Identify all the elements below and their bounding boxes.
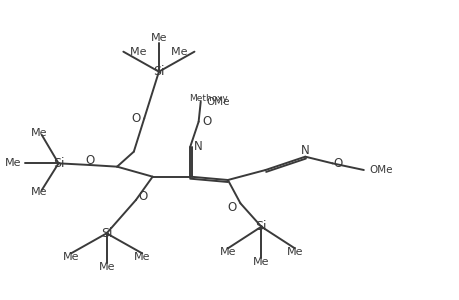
Text: Me: Me	[286, 247, 302, 257]
Text: Si: Si	[101, 227, 112, 240]
Text: OMe: OMe	[206, 97, 230, 107]
Text: Me: Me	[123, 47, 146, 57]
Text: N: N	[300, 144, 309, 157]
Text: Si: Si	[255, 220, 267, 233]
Text: O: O	[202, 115, 211, 128]
Text: O: O	[85, 154, 95, 166]
Text: Me: Me	[219, 247, 235, 257]
Text: Me: Me	[134, 252, 150, 262]
Text: O: O	[131, 112, 140, 125]
Text: N: N	[194, 140, 202, 153]
Text: Si: Si	[53, 157, 64, 170]
Text: Me: Me	[30, 187, 47, 197]
Text: O: O	[333, 157, 342, 170]
Text: Me: Me	[151, 33, 167, 43]
Text: Me: Me	[63, 252, 79, 262]
Text: Methoxy: Methoxy	[189, 94, 228, 103]
Text: Me: Me	[30, 128, 47, 138]
Text: Me: Me	[98, 262, 115, 272]
Text: O: O	[227, 201, 236, 214]
Text: Si: Si	[153, 65, 164, 78]
Text: Me: Me	[171, 47, 194, 57]
Text: Me: Me	[252, 257, 269, 267]
Text: O: O	[138, 190, 147, 203]
Text: OMe: OMe	[369, 165, 392, 175]
Text: Me: Me	[5, 158, 21, 168]
